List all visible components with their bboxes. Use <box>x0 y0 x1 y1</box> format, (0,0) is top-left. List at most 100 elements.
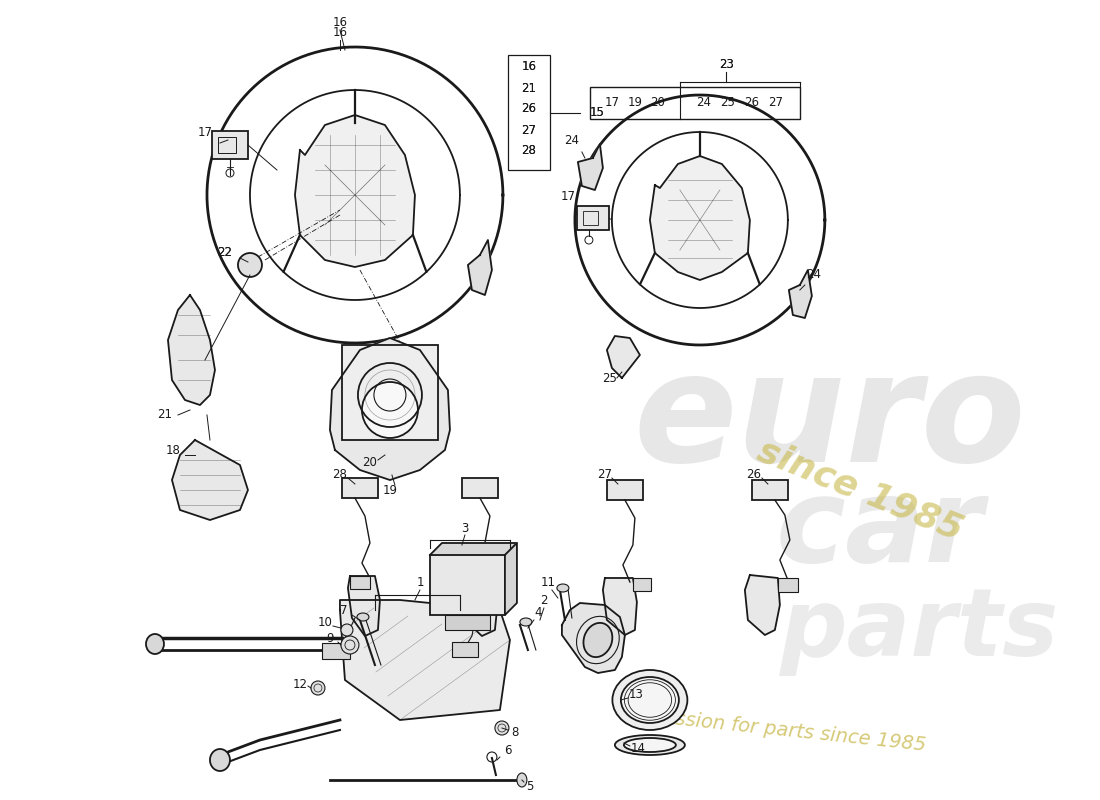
Text: 19: 19 <box>383 483 397 497</box>
Text: 16: 16 <box>332 15 348 29</box>
Text: 26: 26 <box>745 97 759 110</box>
Polygon shape <box>603 578 637 635</box>
Polygon shape <box>348 576 380 636</box>
Text: 1: 1 <box>416 575 424 589</box>
Text: 17: 17 <box>560 190 575 202</box>
Polygon shape <box>295 115 415 267</box>
Text: 23: 23 <box>719 58 734 71</box>
Text: 24: 24 <box>564 134 580 146</box>
Polygon shape <box>168 295 214 405</box>
Bar <box>508 55 550 170</box>
Polygon shape <box>650 156 750 280</box>
Circle shape <box>238 253 262 277</box>
Bar <box>607 480 642 500</box>
Ellipse shape <box>557 584 569 592</box>
Text: 21: 21 <box>157 409 173 422</box>
Text: 24: 24 <box>696 97 712 110</box>
Text: since 1985: since 1985 <box>752 434 968 546</box>
Ellipse shape <box>615 735 685 755</box>
Text: 22: 22 <box>218 246 232 259</box>
Bar <box>632 578 651 591</box>
Polygon shape <box>430 543 517 555</box>
Text: 5: 5 <box>526 779 534 793</box>
Text: 24: 24 <box>806 269 822 282</box>
Polygon shape <box>578 144 603 190</box>
Text: 28: 28 <box>521 145 537 158</box>
Text: a passion for parts since 1985: a passion for parts since 1985 <box>632 705 927 755</box>
Text: 7: 7 <box>340 603 348 617</box>
Bar <box>590 87 800 119</box>
Polygon shape <box>789 270 812 318</box>
Text: 26: 26 <box>521 102 537 115</box>
Text: car: car <box>776 473 983 587</box>
Text: 23: 23 <box>719 58 734 71</box>
Ellipse shape <box>210 749 230 771</box>
Text: 19: 19 <box>627 97 642 110</box>
Circle shape <box>495 721 509 735</box>
Ellipse shape <box>613 670 688 730</box>
Polygon shape <box>505 543 517 615</box>
Text: 9: 9 <box>327 631 333 645</box>
Polygon shape <box>330 338 450 480</box>
Text: 20: 20 <box>650 97 664 110</box>
Bar <box>218 137 236 153</box>
Bar <box>462 478 498 498</box>
Text: 27: 27 <box>521 123 537 137</box>
Bar <box>490 576 508 589</box>
Text: 15: 15 <box>590 106 605 119</box>
Bar <box>350 576 370 589</box>
Circle shape <box>341 636 359 654</box>
Polygon shape <box>172 440 248 520</box>
Text: 27: 27 <box>769 97 783 110</box>
Bar <box>322 643 350 659</box>
Circle shape <box>311 681 324 695</box>
Bar <box>212 131 248 159</box>
Text: 18: 18 <box>165 443 180 457</box>
Text: 12: 12 <box>293 678 307 691</box>
Bar <box>444 615 490 630</box>
Ellipse shape <box>624 738 675 752</box>
Text: 11: 11 <box>540 575 556 589</box>
Ellipse shape <box>517 773 527 787</box>
Bar <box>778 578 798 592</box>
Polygon shape <box>460 576 498 636</box>
Text: 28: 28 <box>332 467 348 481</box>
Text: 15: 15 <box>590 106 605 119</box>
Text: 22: 22 <box>218 246 232 258</box>
Text: 3: 3 <box>461 522 469 534</box>
Text: 26: 26 <box>521 102 537 115</box>
Text: 4: 4 <box>535 606 541 618</box>
Ellipse shape <box>356 613 369 621</box>
Text: 21: 21 <box>521 82 537 94</box>
Text: parts: parts <box>780 584 1059 676</box>
Bar <box>452 642 477 657</box>
Text: 28: 28 <box>521 145 537 158</box>
Text: 16: 16 <box>332 26 348 38</box>
Text: euro: euro <box>634 346 1026 494</box>
Text: 16: 16 <box>521 61 537 74</box>
Polygon shape <box>468 240 492 295</box>
Text: 2: 2 <box>540 594 548 606</box>
Ellipse shape <box>146 634 164 654</box>
Circle shape <box>362 382 418 438</box>
Bar <box>576 206 609 230</box>
Text: 16: 16 <box>521 61 537 74</box>
Text: 25: 25 <box>720 97 735 110</box>
Text: 27: 27 <box>521 123 537 137</box>
Text: 26: 26 <box>747 467 761 481</box>
Text: 13: 13 <box>628 689 643 702</box>
Text: 10: 10 <box>318 615 332 629</box>
Polygon shape <box>607 336 640 378</box>
Polygon shape <box>562 603 625 673</box>
Bar <box>430 555 505 615</box>
Text: 8: 8 <box>512 726 518 739</box>
Text: 20: 20 <box>363 457 377 470</box>
Bar <box>342 345 438 440</box>
Text: 25: 25 <box>603 371 617 385</box>
Bar <box>583 211 598 225</box>
Polygon shape <box>340 600 510 720</box>
Bar <box>752 480 788 500</box>
Text: 27: 27 <box>597 467 613 481</box>
Text: 14: 14 <box>630 742 646 754</box>
Ellipse shape <box>583 623 613 657</box>
